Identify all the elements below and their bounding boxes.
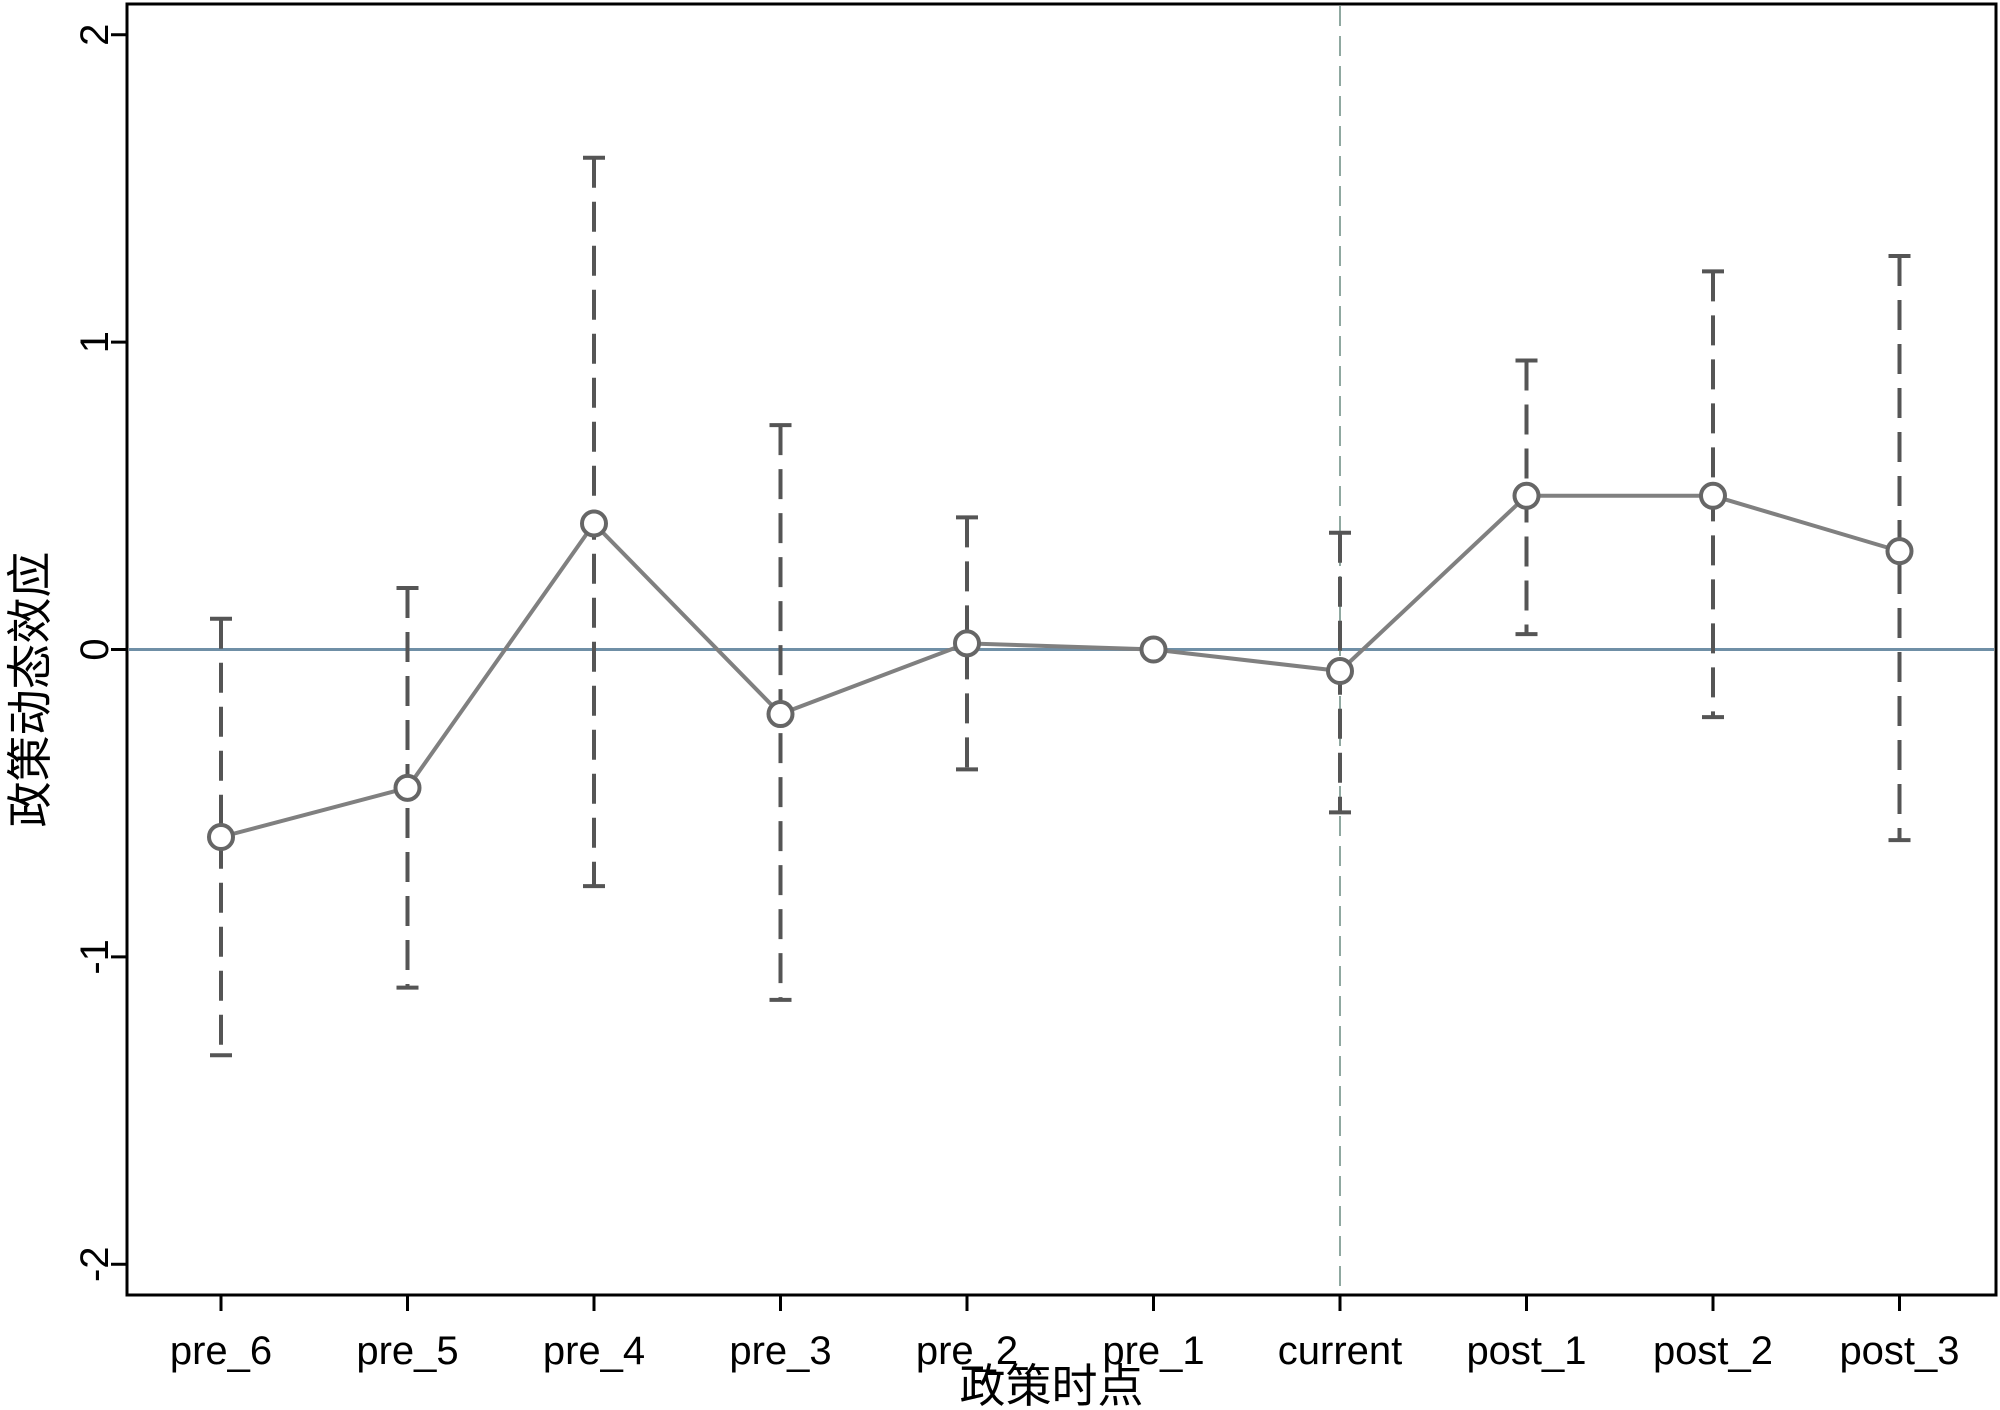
y-axis-title: 政策动态效应 bbox=[3, 552, 57, 828]
data-point bbox=[1699, 481, 1727, 510]
x-tick-label: post_1 bbox=[1466, 1329, 1586, 1373]
data-point bbox=[1885, 537, 1914, 566]
x-tick-label: pre_2 bbox=[916, 1329, 1018, 1373]
y-tick-label: -1 bbox=[73, 939, 117, 975]
x-tick-label: pre_1 bbox=[1102, 1329, 1204, 1373]
data-point bbox=[207, 823, 235, 852]
data-point bbox=[1512, 481, 1541, 510]
data-point bbox=[580, 509, 608, 538]
x-tick-label: current bbox=[1278, 1329, 1403, 1373]
data-point bbox=[1139, 635, 1168, 664]
x-tick-label: pre_6 bbox=[170, 1329, 272, 1373]
data-point bbox=[766, 700, 795, 729]
x-axis-title: 政策时点 bbox=[960, 1359, 1144, 1410]
y-tick-label: 1 bbox=[73, 331, 117, 353]
x-tick-label: pre_4 bbox=[543, 1329, 645, 1373]
y-tick-label: -2 bbox=[73, 1246, 117, 1282]
x-tick-label: pre_3 bbox=[729, 1329, 831, 1373]
series-line bbox=[220, 493, 1901, 839]
y-tick-label: 2 bbox=[73, 24, 117, 46]
data-point bbox=[393, 773, 422, 802]
x-tick-label: pre_5 bbox=[356, 1329, 458, 1373]
data-point bbox=[953, 629, 981, 658]
x-tick-label: post_2 bbox=[1653, 1329, 1773, 1373]
x-tick-label: post_3 bbox=[1839, 1329, 1959, 1373]
y-tick-label: 0 bbox=[73, 638, 117, 660]
plot-area: -2 -1 0 1 2 pre_6 pre_5 pre_4 pre_3 pre_2 pre_1 cur… bbox=[73, 2, 1998, 1373]
data-point bbox=[1326, 657, 1354, 686]
